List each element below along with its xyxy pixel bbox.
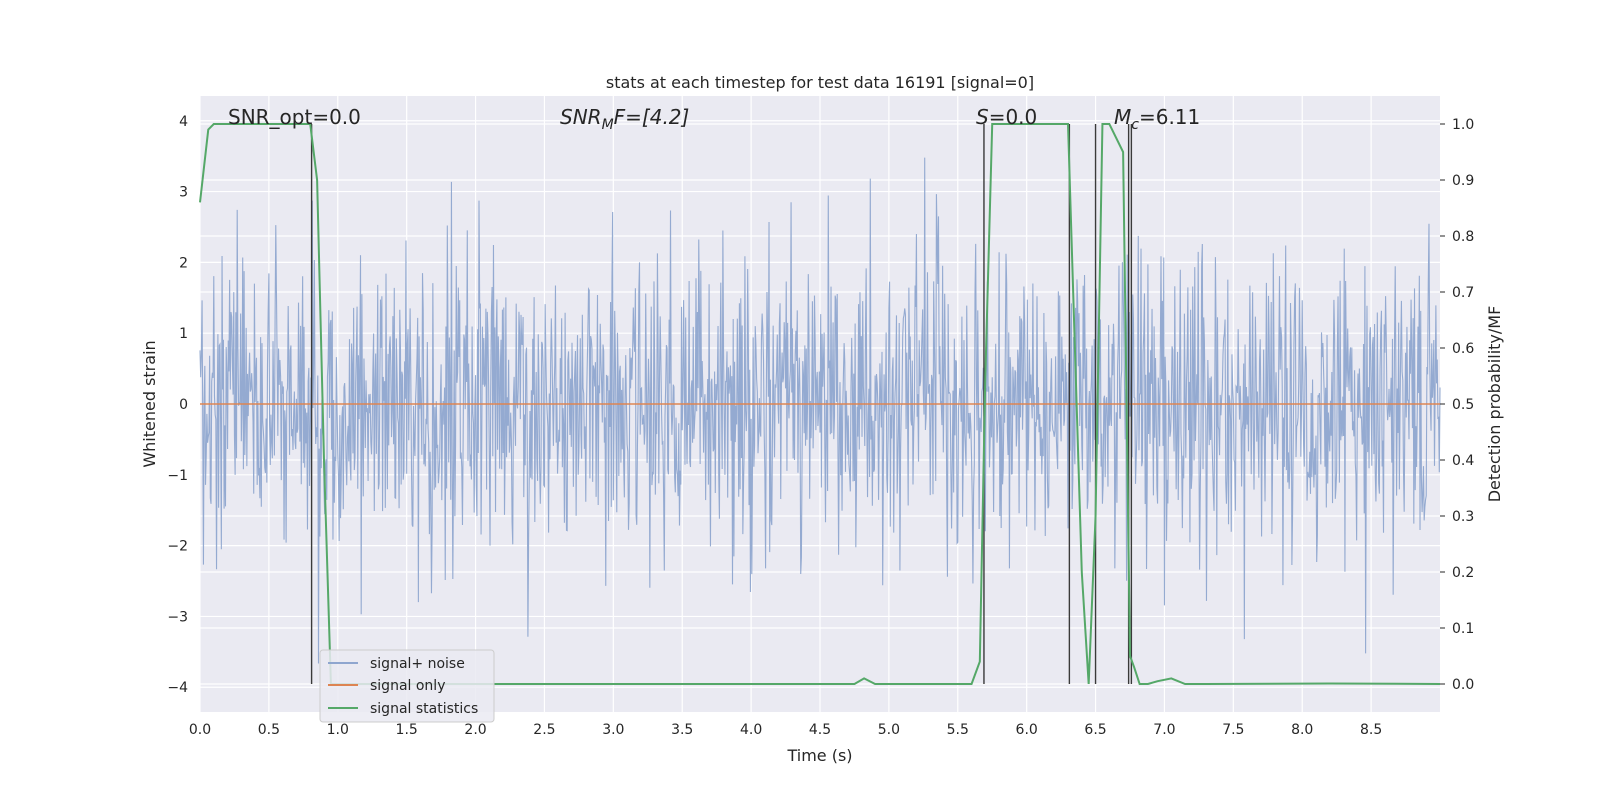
right-y-tick-label: 0.7 [1452,285,1474,301]
annotation-snr-opt: SNR_opt=0.0 [228,105,361,129]
annotation-mc: Mc=6.11 [1114,105,1200,133]
annotation-snr-mf: SNRMF=[4.2] [560,105,689,133]
x-tick-label: 5.0 [878,722,900,738]
legend-label-statistics: signal statistics [370,701,478,717]
x-tick-label: 1.5 [396,722,418,738]
right-y-tick-label: 0.9 [1452,173,1474,189]
right-y-axis-ticks: 0.0 0.1 0.2 0.3 0.4 0.5 0.6 0.7 0.8 0.9 1.0 [1440,117,1474,693]
x-tick-label: 5.5 [947,722,969,738]
chart-title: stats at each timestep for test data 161… [606,73,1034,92]
right-y-tick-label: 0.5 [1452,397,1474,413]
y-tick-label: 3 [179,185,188,201]
signal-noise-series [199,157,1441,664]
annotation-mc-sub: c [1131,117,1139,133]
x-tick-label: 2.0 [464,722,486,738]
right-y-tick-label: 0.0 [1452,677,1474,693]
x-tick-label: 4.0 [740,722,762,738]
annotation-s: S=0.0 [976,105,1037,129]
y-tick-label: 1 [179,326,188,342]
y-tick-label: 2 [179,255,188,271]
legend-box [319,649,495,723]
right-y-tick-label: 0.8 [1452,229,1474,245]
annotation-snr-mf-rest: F=[4.2] [614,105,690,129]
y-tick-label: −4 [167,680,188,696]
right-y-tick-label: 0.1 [1452,621,1474,637]
legend: signal+ noise signal only signal statist… [319,649,495,723]
x-tick-label: 2.5 [533,722,555,738]
annotation-s-main: S [976,105,989,129]
x-tick-label: 0.5 [258,722,280,738]
x-tick-label: 7.5 [1222,722,1244,738]
x-axis-ticks: 0.0 0.5 1.0 1.5 2.0 2.5 3.0 3.5 4.0 4.5 5.0 5.5 6.0 6… [189,722,1382,738]
right-y-tick-label: 0.3 [1452,509,1474,525]
y-tick-label: −3 [167,609,188,625]
annotation-snr-mf-sub: M [602,117,614,133]
y-tick-label: −2 [167,539,188,555]
right-y-tick-label: 0.2 [1452,565,1474,581]
right-y-tick-label: 1.0 [1452,117,1474,133]
right-y-tick-label: 0.4 [1452,453,1474,469]
x-tick-label: 0.0 [189,722,211,738]
x-tick-label: 8.5 [1360,722,1382,738]
legend-label-noise: signal+ noise [370,656,465,672]
y-tick-label: 4 [179,114,188,130]
right-y-axis-label: Detection probability/MF [1485,306,1504,503]
y-tick-label: 0 [179,397,188,413]
x-tick-label: 4.5 [809,722,831,738]
x-tick-label: 6.5 [1084,722,1106,738]
x-axis-label: Time (s) [786,746,852,765]
legend-label-signal-only: signal only [370,678,445,694]
y-axis-ticks: −4 −3 −2 −1 0 1 2 3 4 [167,114,188,696]
x-tick-label: 3.5 [671,722,693,738]
annotation-mc-rest: =6.11 [1139,105,1200,129]
annotation-snr-mf-main: SNR [560,105,602,129]
x-tick-label: 7.0 [1153,722,1175,738]
right-y-tick-label: 0.6 [1452,341,1474,357]
y-tick-label: −1 [167,468,188,484]
signal-noise-path [199,157,1441,664]
x-tick-label: 1.0 [327,722,349,738]
x-tick-label: 3.0 [602,722,624,738]
y-axis-label: Whitened strain [140,340,159,467]
x-tick-label: 6.0 [1016,722,1038,738]
x-tick-label: 8.0 [1291,722,1313,738]
annotation-mc-main: M [1114,105,1131,129]
annotation-s-rest: =0.0 [989,105,1038,129]
